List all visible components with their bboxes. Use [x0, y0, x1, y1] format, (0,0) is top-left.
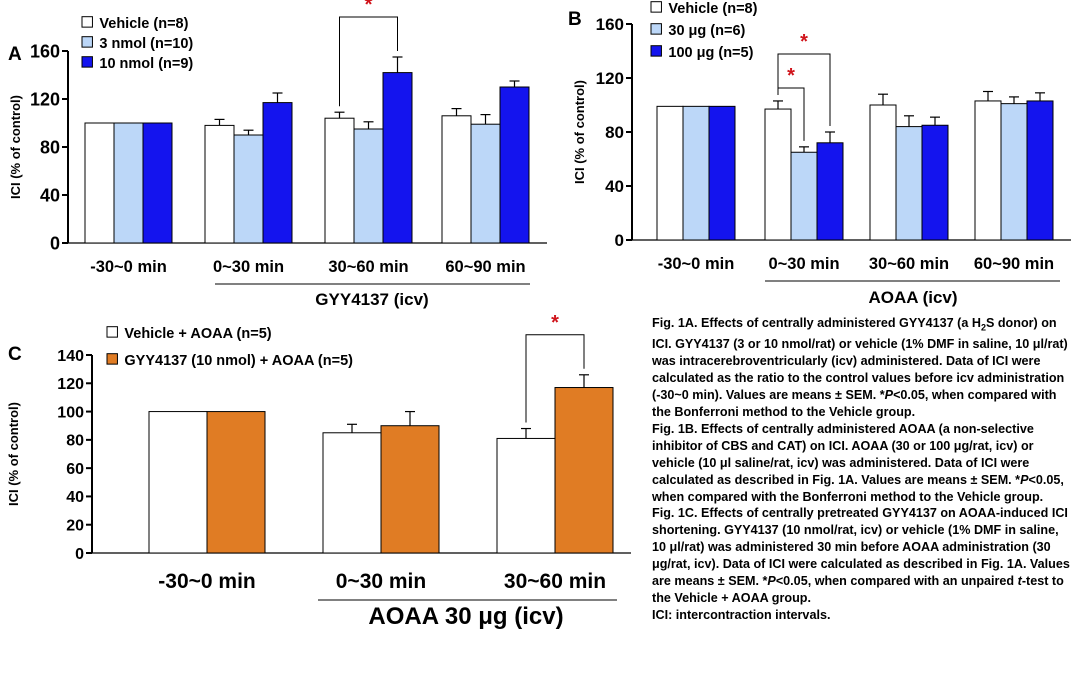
- bar-A-s1-c0: [113, 122, 144, 244]
- bar-A-s2-c3: [499, 86, 530, 244]
- bar-C-s0-c0: [148, 411, 208, 554]
- group-label-A: GYY4137 (icv): [315, 290, 428, 309]
- bar-B-s2-c2: [921, 124, 949, 241]
- bar-C-s1-c2: [554, 387, 614, 554]
- bar-B-s0-c2: [869, 104, 897, 241]
- legend-label-B: 30 μg (n=6): [668, 23, 745, 39]
- bar-A-s1-c1: [233, 134, 264, 244]
- panel-letter-B: B: [568, 9, 582, 30]
- y-tick-label-C: 140: [57, 348, 84, 365]
- category-label-A: 30~60 min: [328, 258, 408, 276]
- bar-C-s0-c1: [322, 432, 382, 554]
- y-tick-label-C: 60: [66, 461, 84, 478]
- y-tick-label-C: 0: [75, 546, 84, 563]
- category-label-C: 30~60 min: [504, 570, 606, 593]
- bar-B-s2-c1: [816, 142, 844, 241]
- bar-A-s0-c2: [324, 117, 355, 244]
- caption-fig-1c: Fig. 1C. Effects of centrally pretreated…: [652, 506, 1070, 606]
- category-label-B: 60~90 min: [974, 255, 1054, 273]
- bar-B-s0-c3: [974, 100, 1002, 241]
- panel-letter-A: A: [8, 44, 22, 65]
- figure-caption: Fig. 1A. Effects of centrally administer…: [652, 315, 1076, 624]
- category-label-B: 0~30 min: [768, 255, 839, 273]
- legend-swatch-A: [81, 36, 93, 48]
- bar-B-s2-c0: [708, 105, 736, 241]
- legend-label-A: 10 nmol (n=9): [99, 56, 193, 72]
- bar-A-s2-c0: [142, 122, 173, 244]
- legend-swatch-B: [650, 45, 662, 57]
- legend-swatch-A: [81, 16, 93, 28]
- y-tick-label-C: 120: [57, 376, 84, 393]
- bar-B-s1-c1: [790, 151, 818, 241]
- significance-bracket-C: [525, 334, 585, 423]
- bar-A-s0-c1: [204, 124, 235, 244]
- y-tick-label-C: 100: [57, 404, 84, 421]
- legend-swatch-B: [650, 23, 662, 35]
- y-tick-label-A: 120: [30, 89, 60, 109]
- bar-B-s1-c0: [682, 105, 710, 241]
- legend-label-B: Vehicle (n=8): [668, 1, 757, 17]
- legend-label-C: GYY4137 (10 nmol) + AOAA (n=5): [124, 353, 353, 369]
- y-axis-label-B: ICI (% of control): [572, 80, 587, 184]
- legend-label-A: Vehicle (n=8): [99, 16, 188, 32]
- y-tick-label-B: 0: [615, 231, 624, 250]
- bar-A-s2-c2: [382, 72, 413, 244]
- category-label-B: -30~0 min: [658, 255, 735, 273]
- y-tick-label-A: 0: [50, 233, 60, 253]
- panel-letter-C: C: [8, 344, 22, 365]
- legend-swatch-C: [106, 353, 118, 365]
- group-label-C: AOAA 30 μg (icv): [368, 603, 563, 630]
- category-label-C: -30~0 min: [158, 570, 255, 593]
- y-tick-label-C: 20: [66, 517, 84, 534]
- group-label-B: AOAA (icv): [868, 288, 957, 307]
- category-label-B: 30~60 min: [869, 255, 949, 273]
- legend-swatch-A: [81, 56, 93, 68]
- bar-A-s0-c0: [84, 122, 115, 244]
- bar-C-s1-c1: [380, 425, 440, 554]
- bar-A-s2-c1: [262, 102, 293, 244]
- legend-label-C: Vehicle + AOAA (n=5): [124, 326, 271, 342]
- category-label-A: 0~30 min: [213, 258, 284, 276]
- category-label-A: 60~90 min: [445, 258, 525, 276]
- significance-bracket-A: [339, 16, 398, 107]
- legend-swatch-C: [106, 326, 118, 338]
- legend-swatch-B: [650, 1, 662, 13]
- bar-B-s1-c2: [895, 126, 923, 241]
- bar-A-s1-c3: [470, 123, 501, 244]
- y-tick-label-A: 40: [40, 185, 60, 205]
- significance-asterisk-C: *: [551, 312, 559, 334]
- caption-fig-1a: Fig. 1A. Effects of centrally administer…: [652, 316, 1068, 420]
- bar-B-s2-c3: [1026, 100, 1054, 241]
- legend-label-A: 3 nmol (n=10): [99, 36, 193, 52]
- y-tick-label-B: 160: [596, 15, 624, 34]
- category-label-C: 0~30 min: [336, 570, 426, 593]
- y-axis-label-A: ICI (% of control): [8, 95, 23, 199]
- y-tick-label-B: 80: [605, 123, 624, 142]
- significance-asterisk-A: *: [365, 0, 373, 16]
- bar-A-s0-c3: [441, 115, 472, 244]
- y-tick-label-A: 80: [40, 137, 60, 157]
- bar-C-s0-c2: [496, 437, 556, 554]
- bar-C-s1-c0: [206, 411, 266, 554]
- y-tick-label-B: 40: [605, 177, 624, 196]
- category-label-A: -30~0 min: [90, 258, 167, 276]
- legend-label-B: 100 μg (n=5): [668, 45, 753, 61]
- caption-abbreviation: ICI: intercontraction intervals.: [652, 607, 831, 622]
- significance-asterisk-B: *: [787, 65, 795, 87]
- bar-B-s0-c1: [764, 108, 792, 241]
- bar-B-s0-c0: [656, 105, 684, 241]
- caption-fig-1b: Fig. 1B. Effects of centrally administer…: [652, 421, 1064, 504]
- y-tick-label-A: 160: [30, 41, 60, 61]
- y-tick-label-B: 120: [596, 69, 624, 88]
- bar-A-s1-c2: [353, 128, 384, 244]
- y-tick-label-C: 40: [66, 489, 84, 506]
- significance-asterisk-B: *: [800, 31, 808, 53]
- y-tick-label-C: 80: [66, 433, 84, 450]
- significance-bracket-B: [777, 53, 831, 126]
- y-axis-label-C: ICI (% of control): [6, 402, 21, 506]
- bar-B-s1-c3: [1000, 103, 1028, 241]
